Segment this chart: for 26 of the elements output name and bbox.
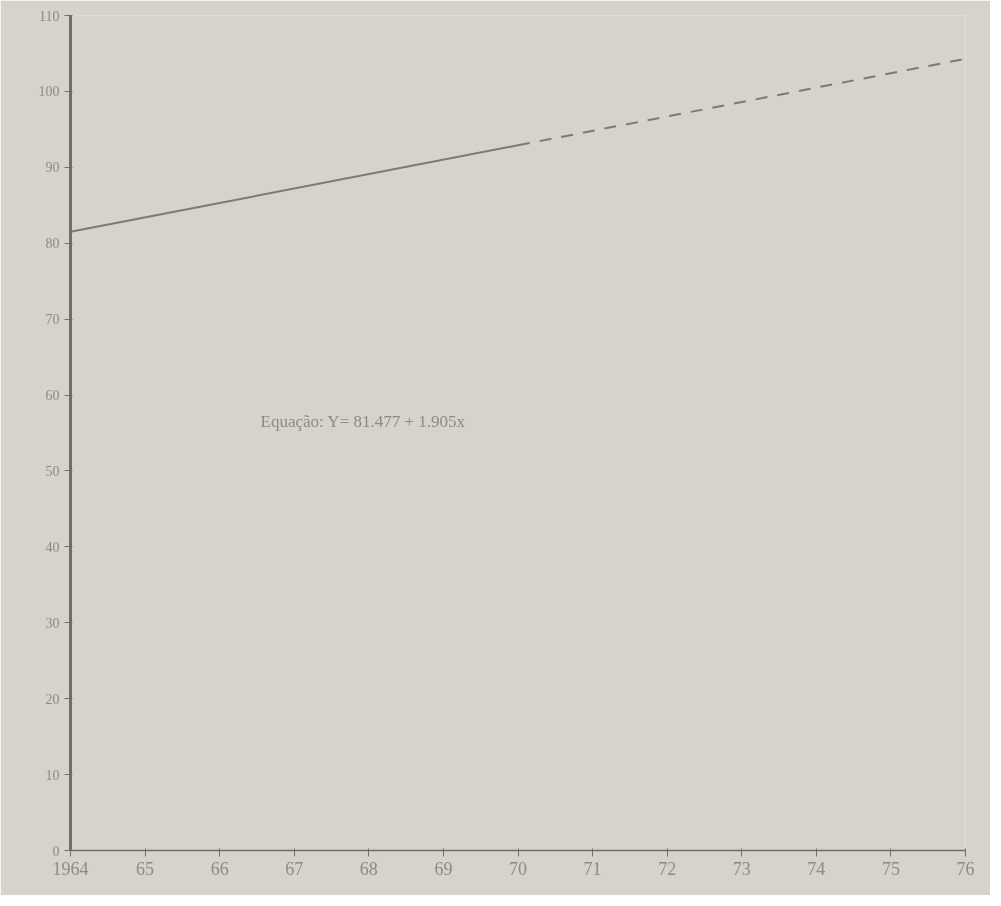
x-tick-label: 66: [210, 858, 229, 879]
y-tick-label: 20: [45, 691, 60, 707]
y-tick-label: 60: [45, 388, 60, 404]
x-tick-label: 72: [658, 858, 677, 879]
y-tick-label: 40: [45, 539, 60, 555]
y-tick-label: 90: [45, 160, 60, 176]
y-tick-label: 10: [45, 767, 60, 783]
x-tick-label: 68: [359, 858, 378, 879]
x-tick-label: 74: [807, 858, 826, 879]
x-tick-label: 75: [881, 858, 900, 879]
x-tick-label: 65: [136, 858, 155, 879]
x-tick-label: 67: [285, 858, 304, 879]
y-tick-label: 110: [39, 8, 60, 24]
x-tick-label: 73: [732, 858, 751, 879]
annotation: Equação: Y= 81.477 + 1.905x: [260, 411, 466, 431]
x-tick-label: 76: [956, 858, 975, 879]
y-tick-label: 100: [38, 84, 60, 100]
x-tick-label: 71: [583, 858, 602, 879]
y-tick-label: 80: [45, 236, 60, 252]
y-tick-label: 30: [45, 615, 60, 631]
x-tick-label: 69: [434, 858, 453, 879]
x-tick-label: 70: [509, 858, 527, 879]
y-tick-label: 0: [52, 843, 60, 859]
x-tick-label: 1964: [52, 858, 89, 879]
y-tick-label: 70: [45, 312, 60, 328]
y-tick-label: 50: [45, 463, 60, 479]
